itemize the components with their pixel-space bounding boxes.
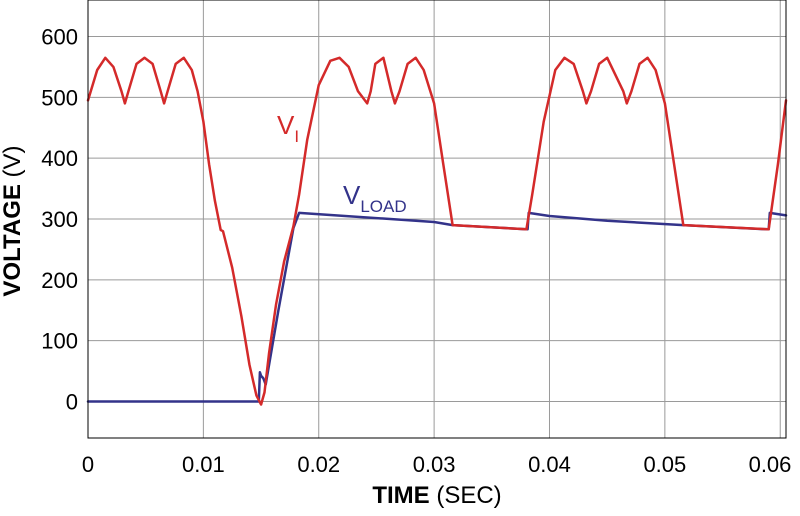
series-labels: VI VLOAD <box>277 110 407 216</box>
x-tick-label: 0.04 <box>528 452 571 477</box>
y-axis-title: VOLTAGE (V) <box>0 145 26 296</box>
y-tick-label: 500 <box>41 85 78 110</box>
y-tick-label: 200 <box>41 268 78 293</box>
x-tick-label: 0.03 <box>413 452 456 477</box>
x-tick-label: 0.05 <box>643 452 686 477</box>
grid <box>88 0 786 438</box>
x-tick-label: 0.06 <box>749 452 792 477</box>
series-layer <box>86 56 788 406</box>
tick-labels: 0 0.01 0.02 0.03 0.04 0.05 0.06 0 100 200 300 400 50… <box>41 25 791 478</box>
series-label-vi: VI <box>277 110 299 146</box>
y-tick-label: 600 <box>41 25 78 50</box>
series-label-vload: VLOAD <box>343 180 407 216</box>
x-tick-label: 0.02 <box>297 452 340 477</box>
y-tick-label: 0 <box>66 390 78 415</box>
y-tick-label: 100 <box>41 329 78 354</box>
y-tick-label: 300 <box>41 207 78 232</box>
y-tick-label: 400 <box>41 146 78 171</box>
x-axis-title: TIME (SEC) <box>372 482 501 509</box>
x-tick-label: 0.01 <box>182 452 225 477</box>
plot-border <box>87 0 787 439</box>
x-tick-label: 0 <box>82 452 94 477</box>
series-line-vi <box>86 56 788 406</box>
